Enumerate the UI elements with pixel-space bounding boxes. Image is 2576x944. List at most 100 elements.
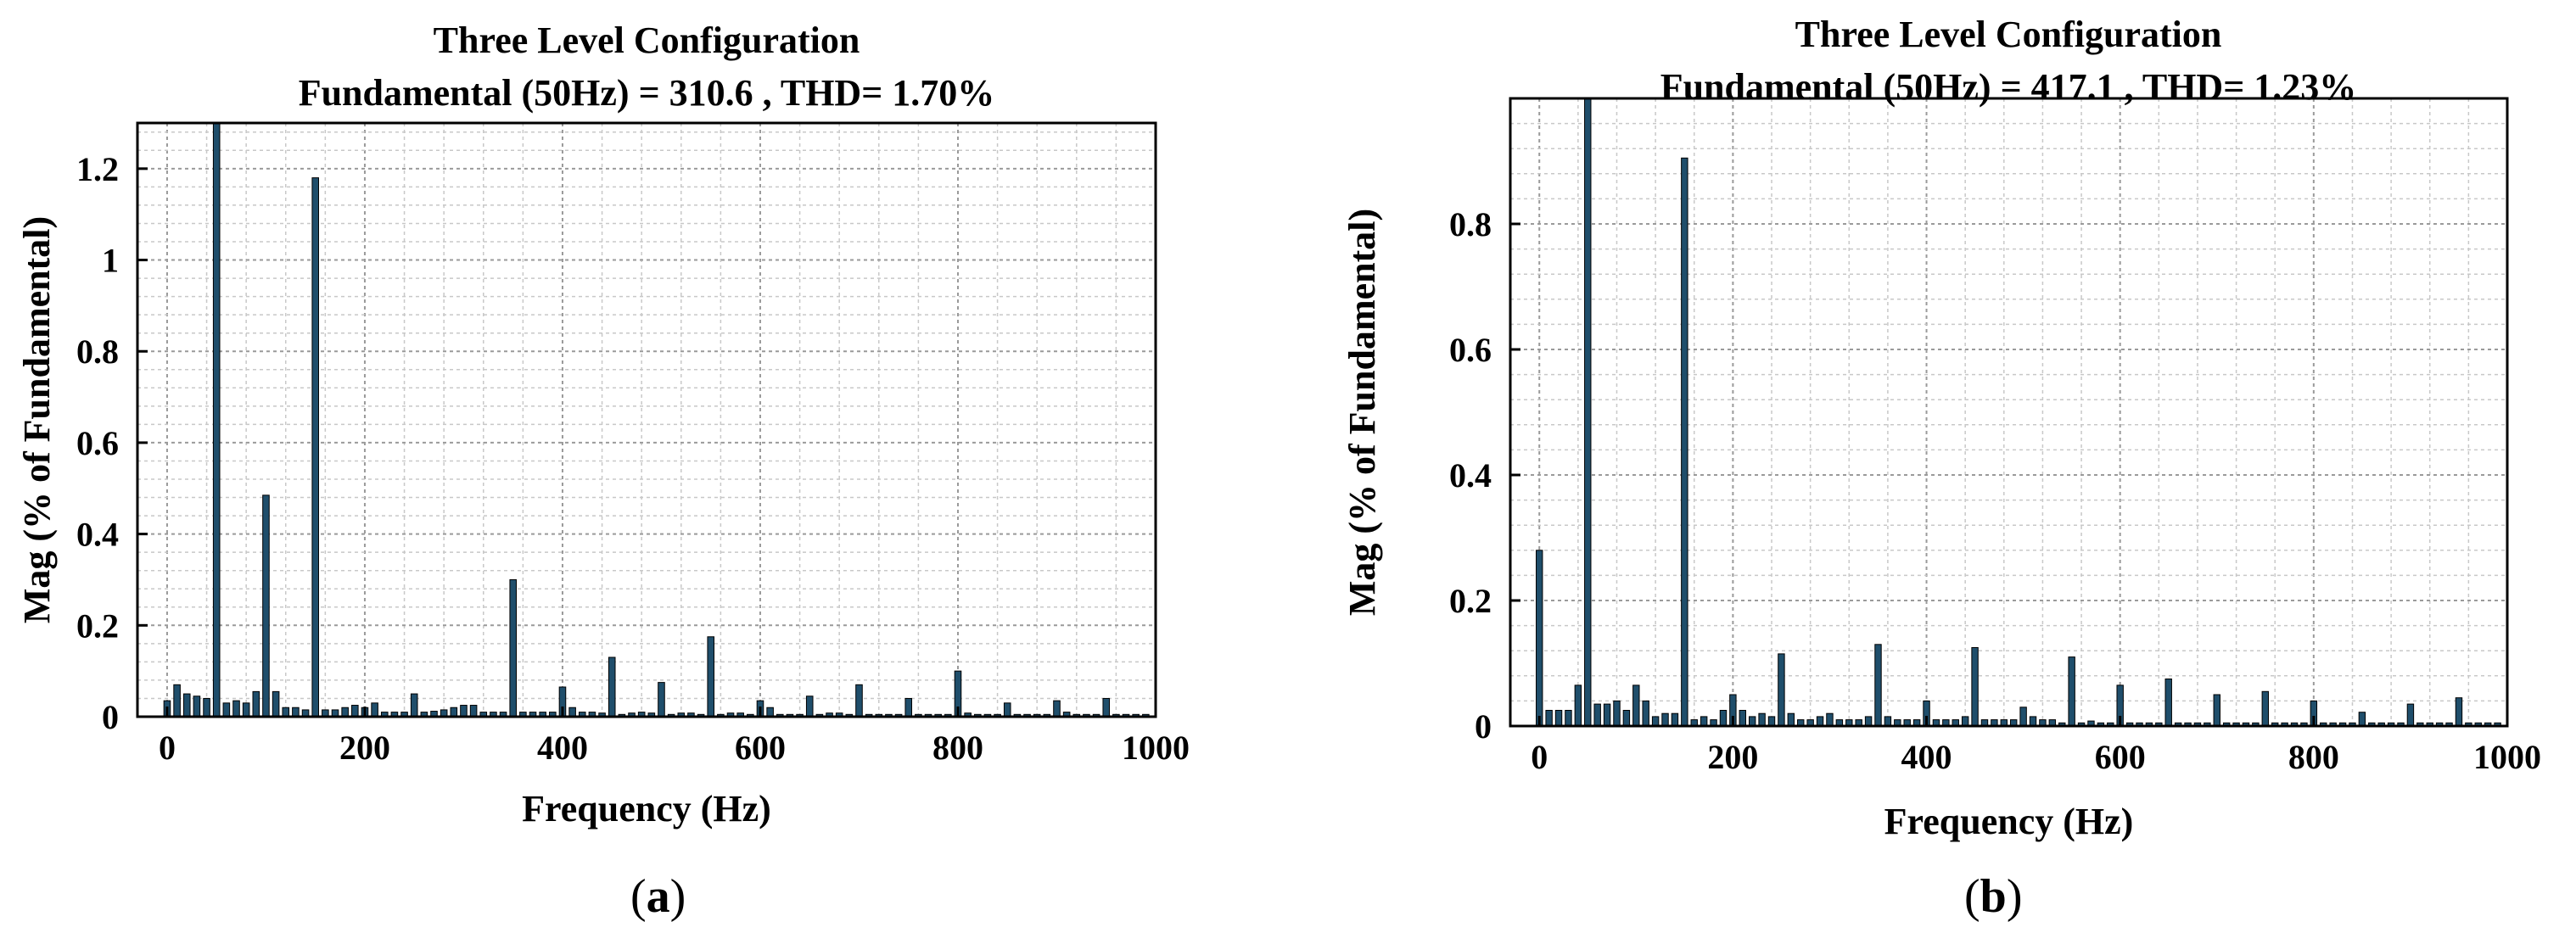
bar xyxy=(608,656,616,718)
y-tick-label: 0.4 xyxy=(1449,456,1492,494)
bar xyxy=(1003,702,1011,718)
bar xyxy=(460,705,468,718)
y-tick-label: 1.2 xyxy=(76,150,119,188)
x-tick-label: 0 xyxy=(1531,738,1548,776)
bar xyxy=(1545,710,1553,727)
x-tick-label: 400 xyxy=(537,729,588,767)
y-tick-label: 0.6 xyxy=(76,424,119,462)
bar xyxy=(1651,716,1660,727)
bar xyxy=(1767,716,1776,727)
grid xyxy=(1510,98,2508,727)
bar xyxy=(658,682,665,718)
x-tick-label: 1000 xyxy=(1122,729,1190,767)
y-ticks: 0 0.2 0.4 0.6 0.8 1 1.2 xyxy=(76,150,148,736)
x-ticks: 0 200 400 600 800 1000 xyxy=(1531,716,2541,776)
x-tick-label: 0 xyxy=(159,729,176,767)
y-axis-label: Mag (% of Fundamental) xyxy=(16,216,58,623)
bar xyxy=(242,702,250,718)
bar xyxy=(1884,716,1892,727)
bar xyxy=(1700,716,1708,727)
axes-frame xyxy=(1509,97,2509,728)
bar xyxy=(410,693,418,718)
chart-panel-a: 0 200 400 600 800 1000 0 0.2 0.4 0.6 0.8 1 1.2 Three … xyxy=(16,20,1190,923)
bar xyxy=(1574,684,1582,727)
bar xyxy=(193,695,201,718)
x-axis-label: Frequency (Hz) xyxy=(522,788,771,829)
chart-title: Three Level Configuration xyxy=(434,20,860,61)
bar xyxy=(1593,703,1601,727)
x-tick-label: 600 xyxy=(2095,738,2146,776)
bar xyxy=(272,690,280,718)
bar xyxy=(311,177,319,718)
bar xyxy=(1536,550,1543,727)
bar xyxy=(469,705,478,718)
bar xyxy=(262,494,270,718)
y-tick-label: 0.4 xyxy=(76,516,119,554)
bar xyxy=(1584,98,1592,727)
bar xyxy=(173,684,181,718)
bar xyxy=(1816,716,1824,727)
panel-label: (a) xyxy=(630,870,686,923)
bar xyxy=(805,695,814,718)
bar xyxy=(1739,710,1746,727)
bar xyxy=(2261,690,2270,727)
x-tick-label: 200 xyxy=(1707,738,1758,776)
bar xyxy=(1778,653,1785,727)
bar xyxy=(2164,679,2172,727)
bar xyxy=(371,702,378,718)
bar xyxy=(1787,712,1795,727)
bar xyxy=(1961,716,1969,727)
chart-panel-b: 0 200 400 600 800 1000 0 0.2 0.4 0.6 0.8 Three Leve… xyxy=(1341,14,2541,923)
x-tick-label: 400 xyxy=(1901,738,1952,776)
x-tick-label: 800 xyxy=(2288,738,2339,776)
bar xyxy=(766,707,774,718)
bar xyxy=(1603,703,1611,727)
bar xyxy=(904,697,913,718)
bar xyxy=(1613,700,1621,727)
x-tick-label: 1000 xyxy=(2473,738,2541,776)
x-axis-label: Frequency (Hz) xyxy=(1884,801,2134,842)
bar xyxy=(1748,716,1756,727)
x-tick-label: 200 xyxy=(339,729,390,767)
bar xyxy=(182,693,191,718)
y-tick-label: 0.8 xyxy=(76,332,119,371)
x-ticks: 0 200 400 600 800 1000 xyxy=(159,707,1190,767)
bar xyxy=(509,578,518,718)
chart-subtitle: Fundamental (50Hz) = 310.6 , THD= 1.70% xyxy=(299,72,995,114)
bar xyxy=(1758,712,1766,727)
bar xyxy=(2358,712,2366,727)
y-axis-label: Mag (% of Fundamental) xyxy=(1341,209,1383,616)
bar xyxy=(2029,716,2037,727)
bar xyxy=(450,707,458,718)
bar xyxy=(1971,647,1979,727)
bar xyxy=(1565,710,1572,727)
bar xyxy=(1053,700,1061,718)
axes-frame xyxy=(136,121,1157,718)
y-tick-label: 0.2 xyxy=(1449,582,1492,620)
y-tick-label: 0 xyxy=(102,698,119,736)
bar xyxy=(203,697,210,718)
bar xyxy=(1632,684,1640,727)
chart-title: Three Level Configuration xyxy=(1795,14,2222,55)
bar xyxy=(282,707,290,718)
bar xyxy=(1681,157,1688,727)
bar xyxy=(1554,710,1563,727)
bar xyxy=(232,700,240,718)
bar xyxy=(212,122,221,718)
bar xyxy=(568,707,576,718)
bars xyxy=(163,122,1150,718)
y-ticks: 0 0.2 0.4 0.6 0.8 xyxy=(1449,205,1520,746)
bar xyxy=(1874,644,1882,727)
bar xyxy=(1719,710,1728,727)
bar xyxy=(1622,710,1631,727)
y-tick-label: 0.6 xyxy=(1449,331,1492,369)
x-tick-label: 800 xyxy=(932,729,983,767)
y-tick-label: 0.2 xyxy=(76,606,119,645)
panel-label: (b) xyxy=(1964,870,2022,923)
bar xyxy=(1102,697,1111,718)
bar xyxy=(1661,712,1669,727)
bar xyxy=(1826,712,1834,727)
bars xyxy=(1536,98,2501,727)
y-tick-label: 0.8 xyxy=(1449,205,1492,243)
